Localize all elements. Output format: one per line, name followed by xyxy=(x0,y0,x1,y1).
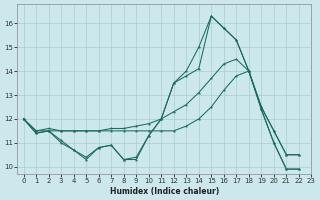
X-axis label: Humidex (Indice chaleur): Humidex (Indice chaleur) xyxy=(110,187,219,196)
